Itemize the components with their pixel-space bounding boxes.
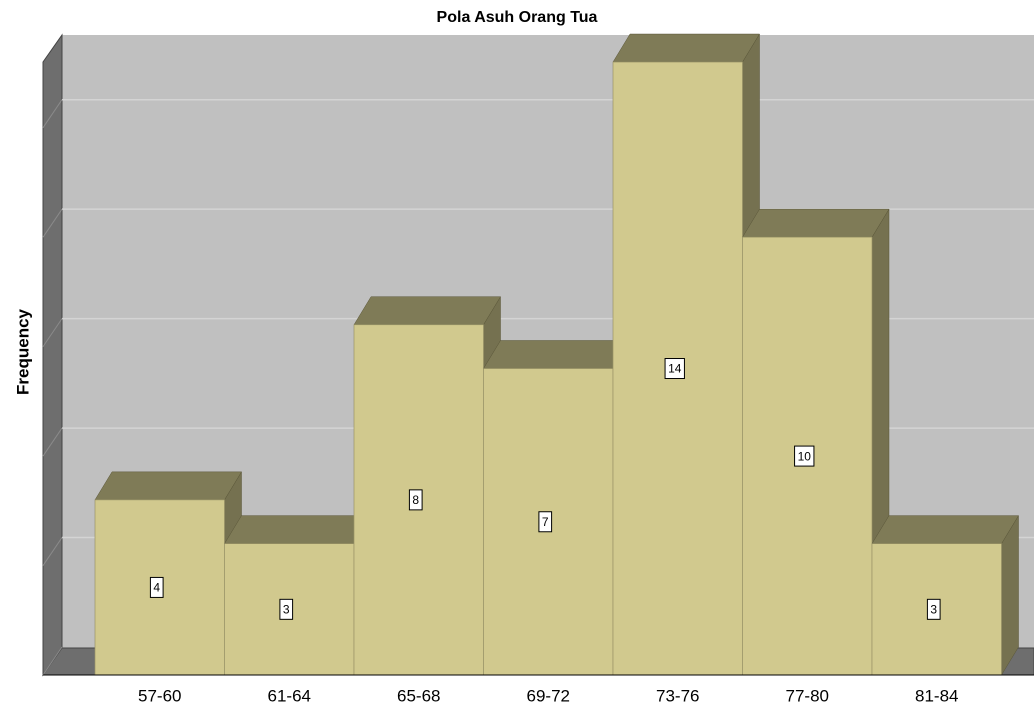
- data-label: 7: [542, 515, 549, 529]
- data-label-box: [279, 598, 294, 620]
- y-axis-label: Frequency: [13, 308, 32, 395]
- x-tick-label: 69-72: [527, 686, 570, 705]
- x-tick-label: 81-84: [915, 686, 958, 705]
- wall-tick: [42, 427, 63, 457]
- x-tick-label: 73-76: [656, 686, 699, 705]
- wall-tick: [42, 318, 63, 347]
- x-tick-label: 65-68: [397, 686, 440, 705]
- wall-tick: [42, 99, 63, 128]
- wall-tick: [42, 208, 63, 238]
- data-label-box: [408, 489, 423, 511]
- bars: 4 3 8 7 14 10 3: [94, 33, 1019, 676]
- chart-title: Pola Asuh Orang Tua: [437, 9, 598, 26]
- data-label-box: [926, 598, 941, 620]
- bar-top: [483, 340, 631, 369]
- bar-top: [871, 515, 1019, 544]
- data-label: 3: [283, 602, 290, 616]
- data-label-box: [664, 358, 685, 380]
- bar-top: [353, 296, 501, 325]
- bar-top: [742, 208, 890, 238]
- x-tick-label: 61-64: [268, 686, 311, 705]
- bar-top: [224, 515, 372, 544]
- wall-tick: [42, 537, 63, 566]
- x-tick-label: 77-80: [786, 686, 829, 705]
- left-wall: [42, 33, 63, 677]
- bar-top: [612, 33, 760, 63]
- data-label: 4: [153, 581, 160, 595]
- data-label: 8: [412, 493, 419, 507]
- data-label: 10: [798, 449, 812, 463]
- data-label: 3: [930, 602, 937, 616]
- data-label: 14: [668, 362, 682, 376]
- wall-tick: [42, 646, 63, 676]
- data-label-box: [149, 576, 164, 598]
- data-label-box: [538, 511, 553, 533]
- bar-top: [94, 471, 242, 501]
- data-label-box: [794, 445, 815, 467]
- x-tick-label: 57-60: [138, 686, 181, 705]
